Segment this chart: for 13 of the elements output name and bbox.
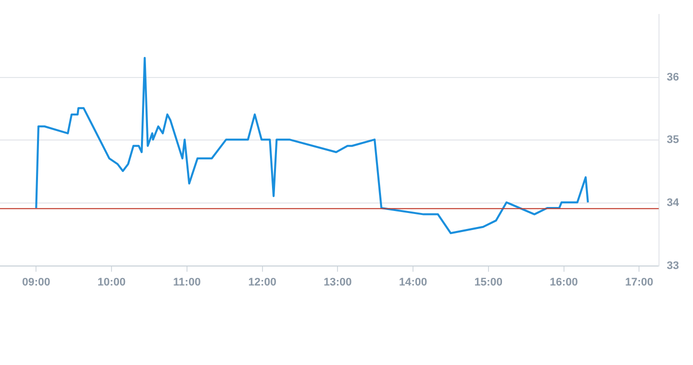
- y-tick-label: 36: [666, 71, 680, 84]
- y-tick-label: 34: [666, 197, 680, 210]
- x-tick-label: 10:00: [97, 276, 126, 288]
- y-tick-label: 35: [666, 134, 680, 146]
- x-tick-label: 15:00: [474, 276, 502, 288]
- x-tick-label: 12:00: [248, 276, 276, 288]
- x-tick-label: 13:00: [324, 276, 352, 288]
- x-tick-label: 17:00: [625, 276, 654, 288]
- x-tick-label: 11:00: [173, 276, 201, 288]
- y-tick-label: 33: [666, 260, 680, 272]
- x-tick-label: 09:00: [22, 276, 50, 288]
- x-tick-label: 16:00: [550, 276, 578, 288]
- x-tick-label: 14:00: [398, 276, 428, 288]
